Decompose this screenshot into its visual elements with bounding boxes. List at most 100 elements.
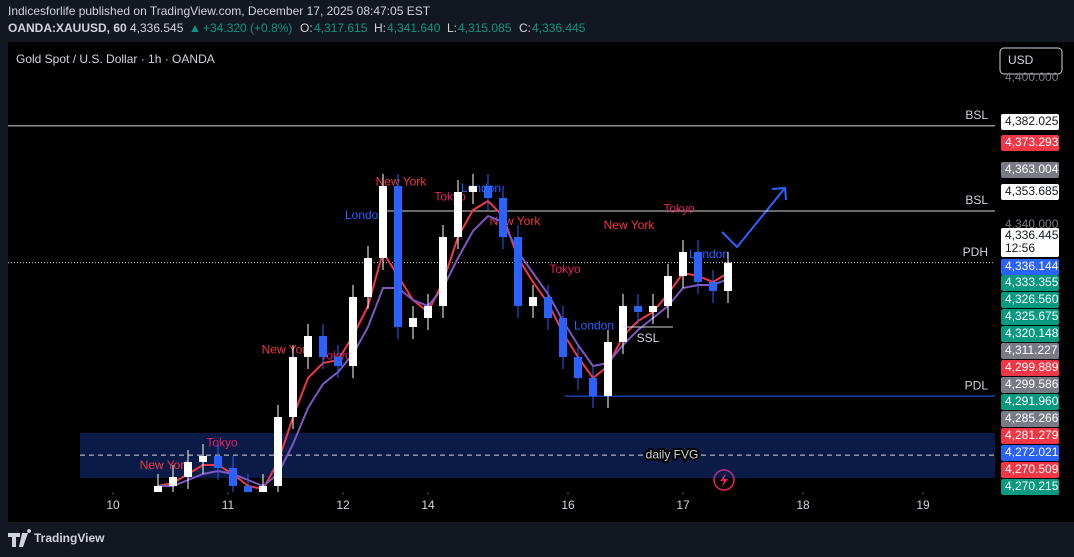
price-tag-label: 4,281.279 [1005, 428, 1059, 442]
session-label: Tokyo [549, 262, 581, 276]
candle-body [649, 306, 657, 312]
currency-button[interactable] [999, 47, 1063, 75]
price-tag-label: 4,326.560 [1005, 292, 1059, 306]
alert-bolt [720, 473, 728, 487]
candle-body [604, 342, 612, 396]
open-label: O: [300, 21, 313, 35]
candle-body [484, 186, 492, 198]
price-tag [1001, 162, 1059, 178]
x-tick-label: 19 [916, 498, 930, 512]
price-tag [1001, 275, 1059, 291]
candle-body [304, 336, 312, 357]
session-label: New York [140, 458, 192, 472]
candle-body [199, 456, 207, 462]
high-label: H: [374, 21, 386, 35]
chart-legend: Gold Spot / U.S. Dollar · 1h · OANDA [16, 52, 215, 66]
price-tag-label: 4,363.004 [1005, 162, 1059, 176]
candle-body [589, 378, 597, 396]
change-arrow: ▲ [189, 21, 201, 35]
price-tag [1001, 394, 1059, 410]
x-tick-label: 18 [796, 498, 810, 512]
price-tag-label: 4,272.021 [1005, 445, 1059, 459]
price-tag [1001, 292, 1059, 308]
publish-info: Indicesforlife published on TradingView.… [8, 4, 431, 18]
candle-body [634, 306, 642, 312]
price-tag-label: 4,400.000 [1005, 70, 1059, 84]
price-tag-label: 4,336.144 [1005, 259, 1059, 273]
price-tag-label: 4,299.586 [1005, 377, 1059, 391]
symbol: OANDA:XAUUSD, 60 [8, 21, 127, 35]
session-label: Tokyo [663, 201, 695, 215]
session-label: London [345, 208, 385, 222]
level-label: BSL [965, 193, 988, 207]
price-tag-label: 4,270.215 [1005, 479, 1059, 493]
time-axis [8, 492, 995, 522]
candle-body [274, 417, 282, 486]
price-tag [1001, 479, 1059, 495]
price-tag-label: 4,382.025 [1005, 114, 1059, 128]
plot-area [8, 42, 995, 492]
session-label: London [461, 181, 501, 195]
candle-body [529, 297, 537, 306]
price-tag [1001, 241, 1059, 257]
price-tag-label: 4,325.675 [1005, 309, 1059, 323]
price-tag [1001, 428, 1059, 444]
price-tag-label: 4,270.509 [1005, 462, 1059, 476]
candle-body [319, 336, 327, 357]
level-label: BSL [965, 108, 988, 122]
close-value: 4,336.445 [532, 21, 586, 35]
price-tag [1001, 228, 1059, 244]
x-tick-label: 16 [561, 498, 575, 512]
candle-body [409, 318, 417, 327]
alert-icon[interactable] [713, 469, 735, 491]
price-tag [1001, 259, 1059, 275]
price-tag [1001, 114, 1059, 130]
level-label: PDH [963, 245, 988, 259]
session-label: New York [376, 174, 428, 188]
price-tag-label: 4,373.293 [1005, 135, 1059, 149]
candle-body [694, 252, 702, 282]
candle-body [574, 357, 582, 378]
candle-body [559, 318, 567, 357]
candle-body [454, 192, 462, 237]
candle-body [424, 306, 432, 318]
price-tag [1001, 184, 1059, 200]
candle-body [154, 486, 162, 492]
price-tag-label: 4,353.685 [1005, 184, 1059, 198]
tv-logo-mark [8, 529, 32, 547]
candle-body [469, 186, 477, 192]
plot: New York Tokyo New York Tokyo London New York… [8, 125, 995, 492]
x-tick-label: 14 [421, 498, 435, 512]
candle-body [349, 297, 357, 366]
session-label: Tokyo [206, 435, 238, 449]
price-tag [1001, 135, 1059, 151]
price-tag-label: 4,333.355 [1005, 275, 1059, 289]
candle-body [394, 186, 402, 327]
price-tag [1001, 326, 1059, 342]
low-label: L: [447, 21, 457, 35]
price-tag-label: 4,291.960 [1005, 394, 1059, 408]
candle-body [259, 486, 267, 492]
candle-body [679, 252, 687, 276]
price-tag [1001, 411, 1059, 427]
currency-label: USD [1008, 53, 1034, 67]
price-tag-label: 12:56 [1005, 241, 1035, 255]
session-label: New York [604, 218, 656, 232]
x-tick-label: 11 [222, 498, 235, 512]
candle-body [619, 306, 627, 342]
price-tag-label: 4,340.000 [1005, 217, 1059, 231]
x-tick-label: 17 [676, 498, 690, 512]
candle-body [229, 468, 237, 486]
session-label: London [574, 318, 614, 332]
fvg-label: daily FVG [646, 447, 699, 461]
open-value: 4,317.615 [314, 21, 368, 35]
candle-body [334, 357, 342, 366]
candle-body [364, 258, 372, 297]
candle-body [289, 357, 297, 417]
candle-body [664, 276, 672, 306]
candle-body [184, 462, 192, 477]
ssl-label: SSL [637, 331, 660, 345]
candle-body [439, 237, 447, 306]
